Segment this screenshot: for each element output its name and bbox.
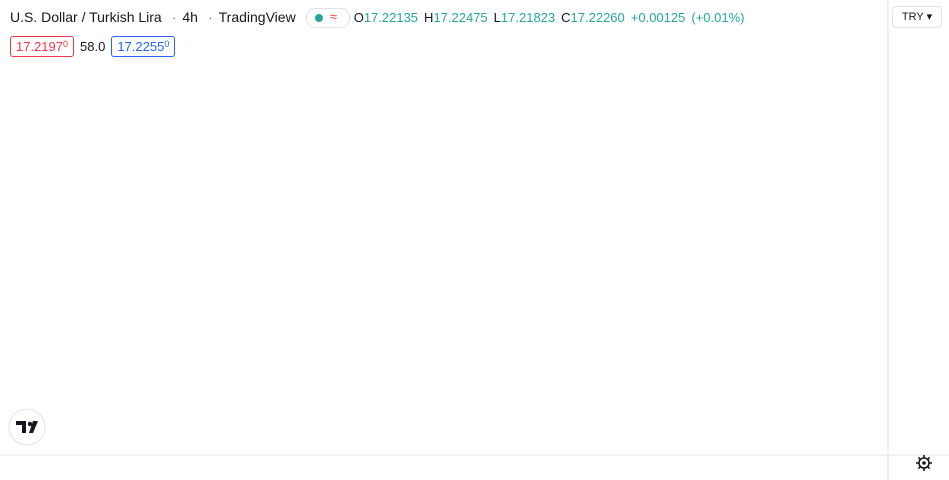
currency-button[interactable]: TRY ▾ xyxy=(892,6,942,28)
ohlc-key: H xyxy=(424,9,434,25)
spread: 58.0 xyxy=(80,39,106,54)
symbol-title[interactable]: U.S. Dollar / Turkish Lira xyxy=(10,8,162,25)
quote-row: 17.21970 58.0 17.22550 xyxy=(10,36,176,57)
symbol-header: U.S. Dollar / Turkish Lira · 4h · TradingVie… xyxy=(10,8,754,28)
change-pct: (+0.01%) xyxy=(691,9,745,25)
ohlc-value: 17.22135 xyxy=(363,9,419,25)
market-status[interactable]: ≈ xyxy=(305,8,350,28)
ohlc: O17.22135 H17.22475 L17.21823 C17.22260 +0.0… xyxy=(354,10,751,25)
source: TradingView xyxy=(218,8,296,25)
bid-price: 17.2197 xyxy=(16,39,63,54)
bid-pip: 0 xyxy=(63,39,69,49)
ohlc-key: C xyxy=(561,9,571,25)
bid-button[interactable]: 17.21970 xyxy=(10,36,75,57)
ohlc-key: O xyxy=(353,9,364,25)
change: +0.00125 xyxy=(630,9,686,25)
tv-logo xyxy=(8,408,46,446)
ask-button[interactable]: 17.22550 xyxy=(111,36,176,57)
ohlc-value: 17.22260 xyxy=(570,9,625,25)
ohlc-value: 17.22475 xyxy=(433,9,488,25)
ohlc-key: L xyxy=(493,9,501,25)
currency: TRY xyxy=(901,11,924,23)
ask-price: 17.2255 xyxy=(117,39,165,54)
ohlc-value: 17.21823 xyxy=(500,9,556,25)
settings-button[interactable] xyxy=(916,455,932,471)
ask-pip: 0 xyxy=(164,39,170,49)
interval[interactable]: 4h xyxy=(182,8,198,25)
